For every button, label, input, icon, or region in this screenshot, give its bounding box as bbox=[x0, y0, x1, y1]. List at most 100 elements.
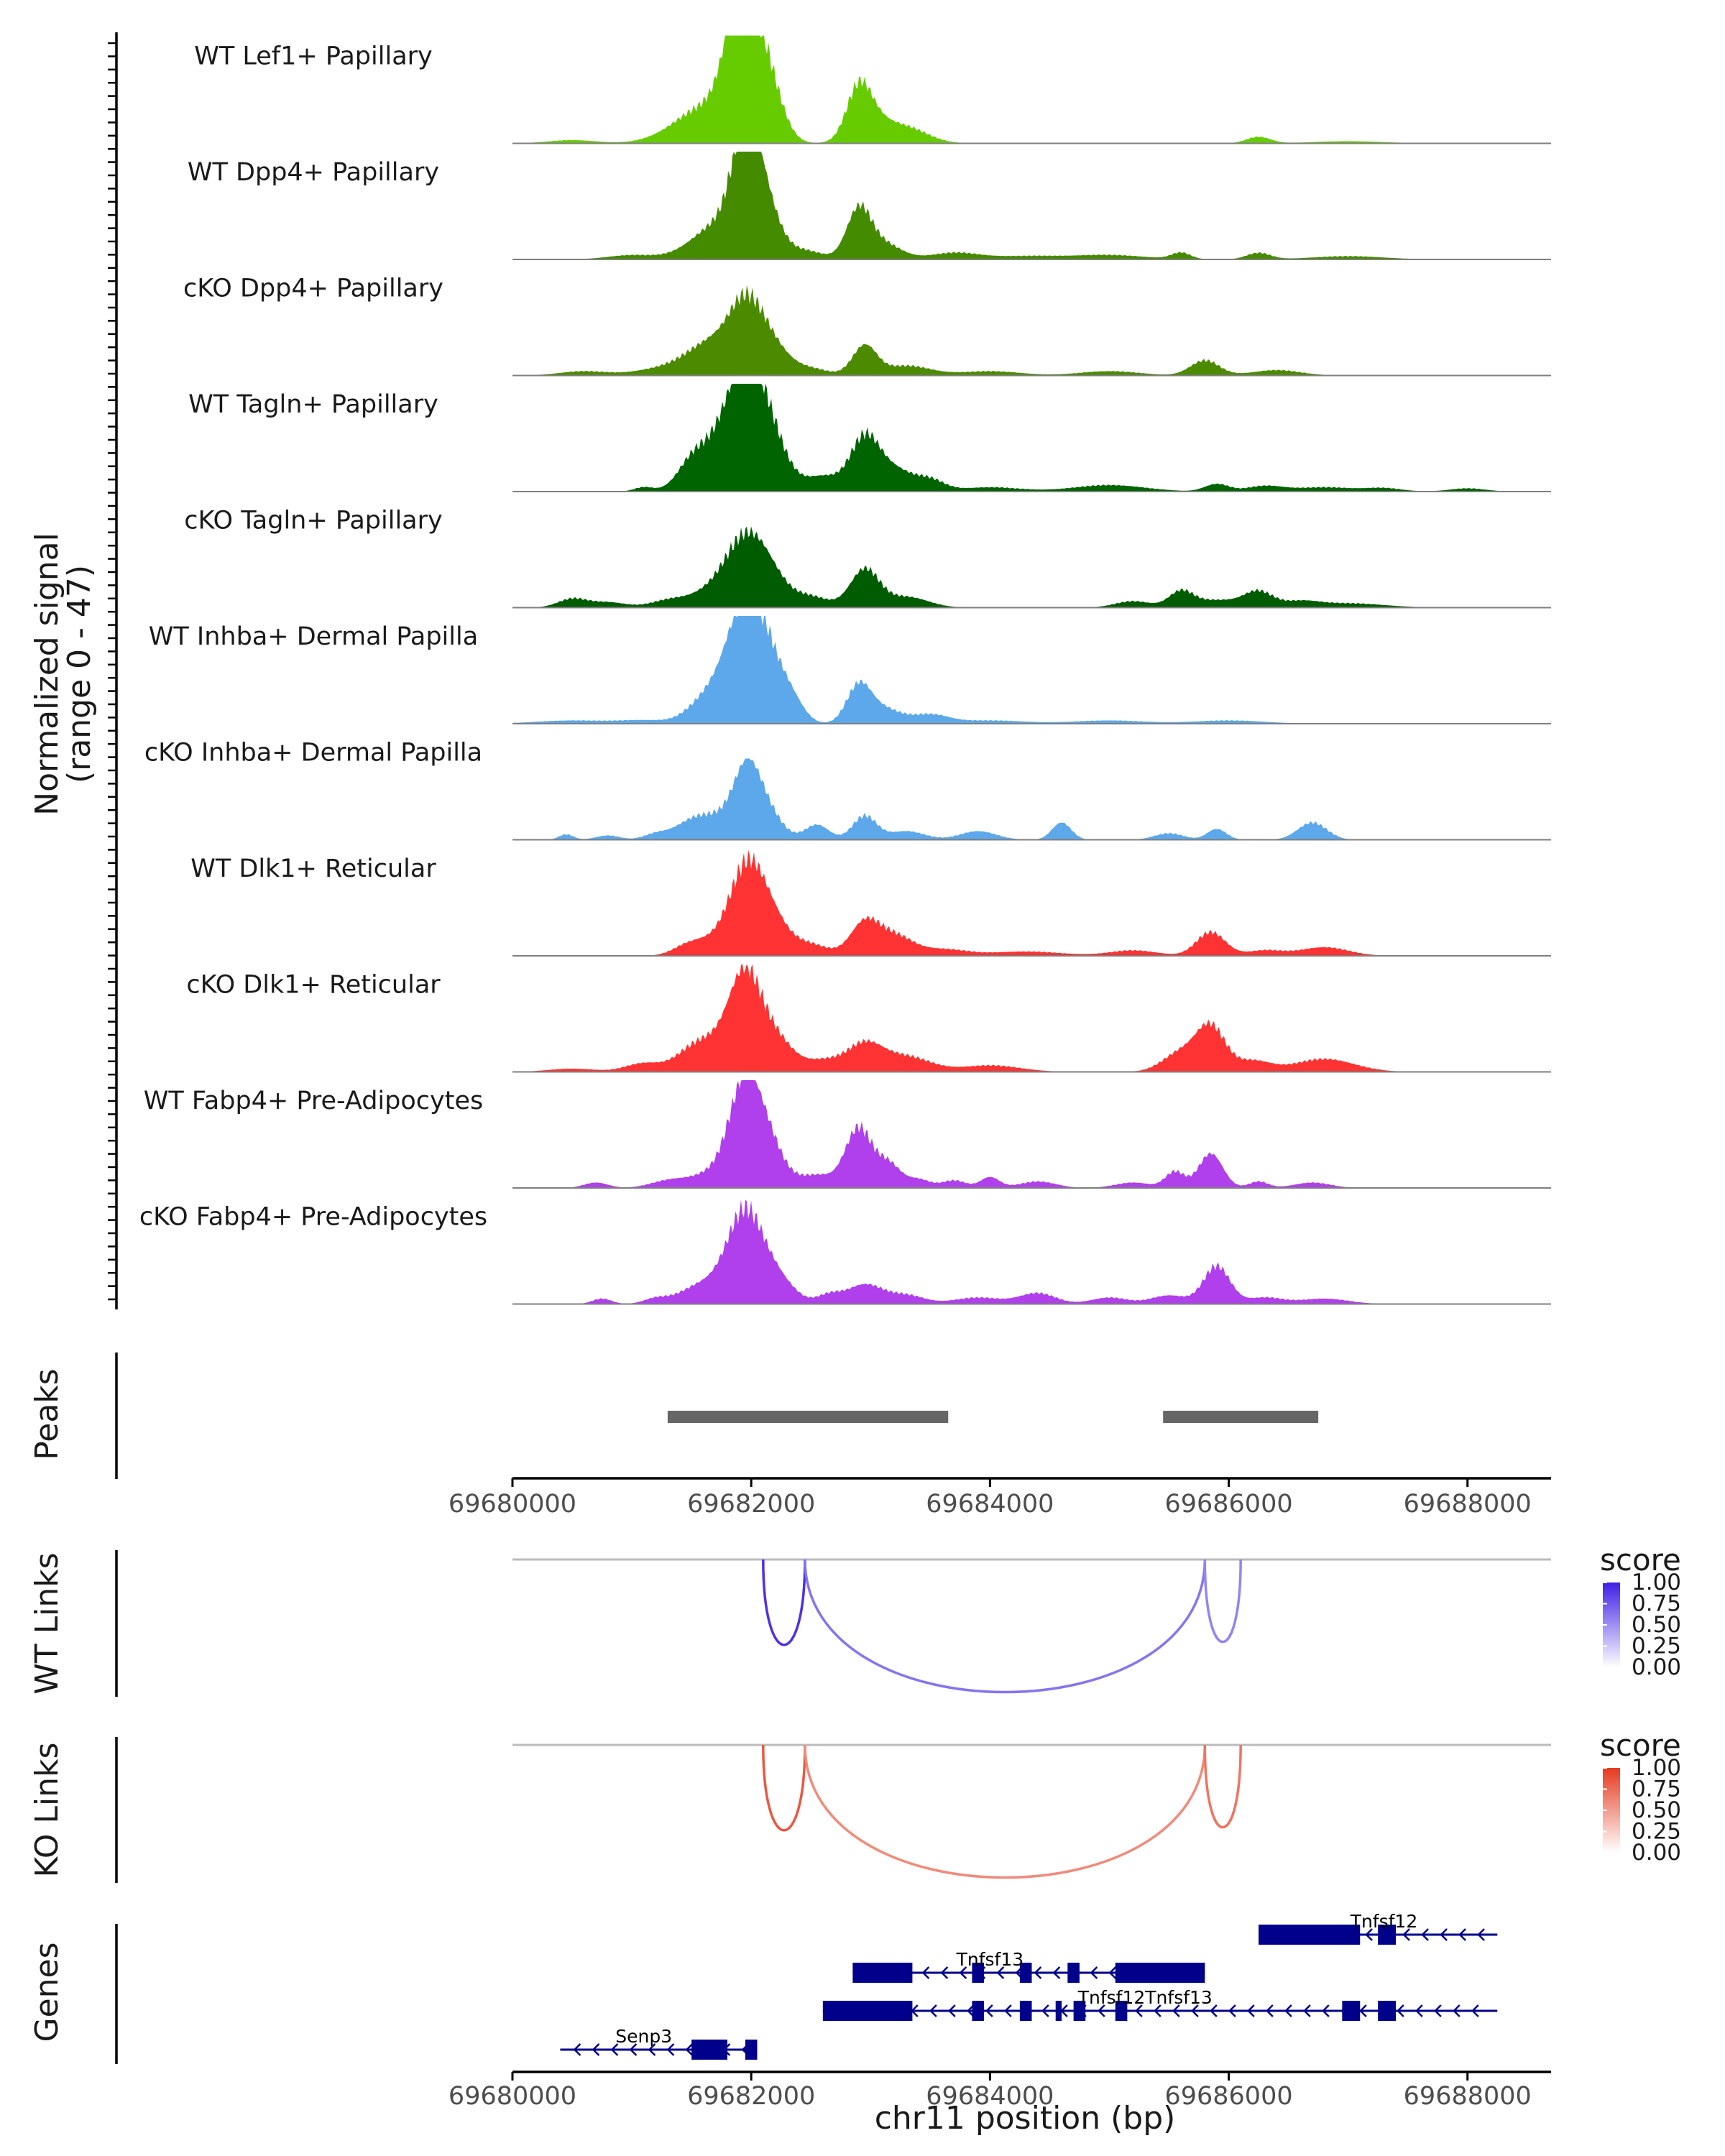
coverage-track: cKO Inhba+ Dermal Papilla bbox=[144, 739, 1551, 841]
x-axis-title: chr11 position (bp) bbox=[875, 2100, 1176, 2137]
strand-chevron bbox=[1421, 1928, 1429, 1941]
exon-block bbox=[1378, 2001, 1397, 2021]
strand-chevron bbox=[1359, 2004, 1367, 2017]
coverage-track: WT Dlk1+ Reticular bbox=[190, 849, 1551, 957]
exon-block bbox=[1055, 2001, 1062, 2021]
y-axis-title-line2: (range 0 - 47) bbox=[61, 565, 98, 783]
x-tick-label: 69688000 bbox=[1404, 1490, 1532, 1519]
coverage-track: WT Tagln+ Papillary bbox=[188, 384, 1551, 492]
strand-chevron bbox=[967, 2004, 975, 2017]
track-label: WT Dpp4+ Papillary bbox=[188, 158, 439, 187]
coverage-track: WT Dpp4+ Papillary bbox=[188, 152, 1551, 260]
coverage-area bbox=[512, 152, 1551, 259]
coverage-area bbox=[512, 1199, 1551, 1304]
coverage-area bbox=[512, 849, 1551, 956]
link-arc bbox=[804, 1744, 1207, 1879]
gene-model: Tnfsf12 bbox=[1259, 1911, 1498, 1945]
track-label: WT Dlk1+ Reticular bbox=[190, 854, 436, 883]
strand-chevron bbox=[1471, 2004, 1479, 2017]
x-tick-label: 69680000 bbox=[448, 1490, 576, 1519]
strand-chevron bbox=[1172, 2004, 1180, 2017]
coverage-track: WT Lef1+ Papillary bbox=[194, 35, 1551, 144]
exon-block bbox=[1073, 2001, 1086, 2021]
coverage-track: WT Inhba+ Dermal Papilla bbox=[149, 616, 1551, 724]
x-tick-label: 69682000 bbox=[687, 2082, 815, 2111]
legend-title: score bbox=[1600, 1542, 1681, 1577]
legend-break-label: 0.25 bbox=[1632, 1634, 1681, 1659]
legend-break-label: 0.25 bbox=[1632, 1819, 1681, 1845]
strand-chevron bbox=[1397, 2004, 1404, 2017]
legend-break-label: 0.75 bbox=[1632, 1591, 1681, 1617]
exon-block bbox=[1378, 1925, 1397, 1945]
track-label: cKO Dlk1+ Reticular bbox=[186, 971, 441, 1000]
strand-chevron bbox=[610, 2043, 619, 2056]
legend-break-label: 0.50 bbox=[1632, 1612, 1681, 1638]
strand-chevron bbox=[1154, 2004, 1162, 2017]
strand-chevron bbox=[1453, 2004, 1460, 2017]
gene-model: Tnfsf12Tnfsf13 bbox=[822, 1987, 1498, 2021]
exon-block bbox=[1019, 2001, 1032, 2021]
exon-block bbox=[1067, 1963, 1080, 1983]
x-tick-label: 69680000 bbox=[448, 2082, 576, 2111]
coverage-area bbox=[512, 758, 1551, 840]
link-arc bbox=[1203, 1559, 1242, 1644]
coverage-area bbox=[512, 285, 1551, 376]
gene-label: Tnfsf12 bbox=[1350, 1911, 1418, 1932]
strand-chevron bbox=[1402, 1928, 1410, 1941]
exon-block bbox=[972, 2001, 985, 2021]
x-tick-label: 69682000 bbox=[687, 1490, 815, 1519]
strand-chevron bbox=[1458, 1928, 1466, 1941]
track-label: WT Inhba+ Dermal Papilla bbox=[149, 622, 478, 651]
x-tick-label: 69684000 bbox=[926, 1490, 1054, 1519]
strand-chevron bbox=[985, 2004, 993, 2017]
strand-chevron bbox=[1108, 1966, 1117, 1979]
x-tick-label: 69684000 bbox=[926, 2082, 1054, 2111]
peaks-track: Peaks bbox=[29, 1353, 1319, 1479]
exon-block bbox=[745, 2040, 758, 2060]
legend-title: score bbox=[1600, 1728, 1681, 1763]
strand-chevron bbox=[1191, 2004, 1199, 2017]
gene-model: Senp3 bbox=[560, 2026, 758, 2060]
strand-chevron bbox=[1135, 2004, 1143, 2017]
strand-chevron bbox=[1434, 2004, 1442, 2017]
coverage-y-axis: Normalized signal (range 0 - 47) bbox=[29, 32, 118, 1309]
gene-label: Tnfsf12Tnfsf13 bbox=[1077, 1987, 1213, 2008]
exon-block bbox=[1115, 2001, 1128, 2021]
gene-model: Tnfsf13 bbox=[852, 1949, 1205, 1983]
exon-block bbox=[972, 1963, 985, 1983]
gene-label: Senp3 bbox=[615, 2026, 672, 2047]
strand-chevron bbox=[929, 2004, 937, 2017]
coverage-area bbox=[512, 35, 1551, 144]
strand-chevron bbox=[1210, 2004, 1218, 2017]
link-arc bbox=[804, 1559, 1207, 1694]
strand-chevron bbox=[666, 2043, 675, 2056]
strand-chevron bbox=[629, 2043, 638, 2056]
strand-chevron bbox=[921, 1966, 930, 1979]
strand-chevron bbox=[685, 2043, 694, 2056]
track-label: cKO Fabp4+ Pre-Adipocytes bbox=[139, 1203, 487, 1232]
link-arc bbox=[762, 1744, 806, 1832]
exon-block bbox=[1115, 1963, 1205, 1983]
strand-chevron bbox=[648, 2043, 656, 2056]
strand-chevron bbox=[1440, 1928, 1448, 1941]
legend-break-label: 1.00 bbox=[1632, 1755, 1681, 1781]
track-label: WT Lef1+ Papillary bbox=[194, 42, 433, 71]
x-tick-label: 69686000 bbox=[1164, 2082, 1292, 2111]
coverage-track: cKO Fabp4+ Pre-Adipocytes bbox=[139, 1199, 1551, 1305]
track-label: cKO Tagln+ Papillary bbox=[184, 507, 443, 535]
y-axis-title-line1: Normalized signal bbox=[29, 533, 65, 816]
exon-block bbox=[852, 1963, 913, 1983]
strand-chevron bbox=[959, 1966, 967, 1979]
links-track-title: WT Links bbox=[29, 1552, 65, 1694]
exon-block bbox=[691, 2040, 727, 2060]
track-label: cKO Dpp4+ Papillary bbox=[183, 275, 443, 303]
coverage-track: cKO Dlk1+ Reticular bbox=[186, 964, 1551, 1073]
track-label: cKO Inhba+ Dermal Papilla bbox=[144, 739, 482, 768]
strand-chevron bbox=[1266, 2004, 1274, 2017]
strand-chevron bbox=[1004, 2004, 1012, 2017]
